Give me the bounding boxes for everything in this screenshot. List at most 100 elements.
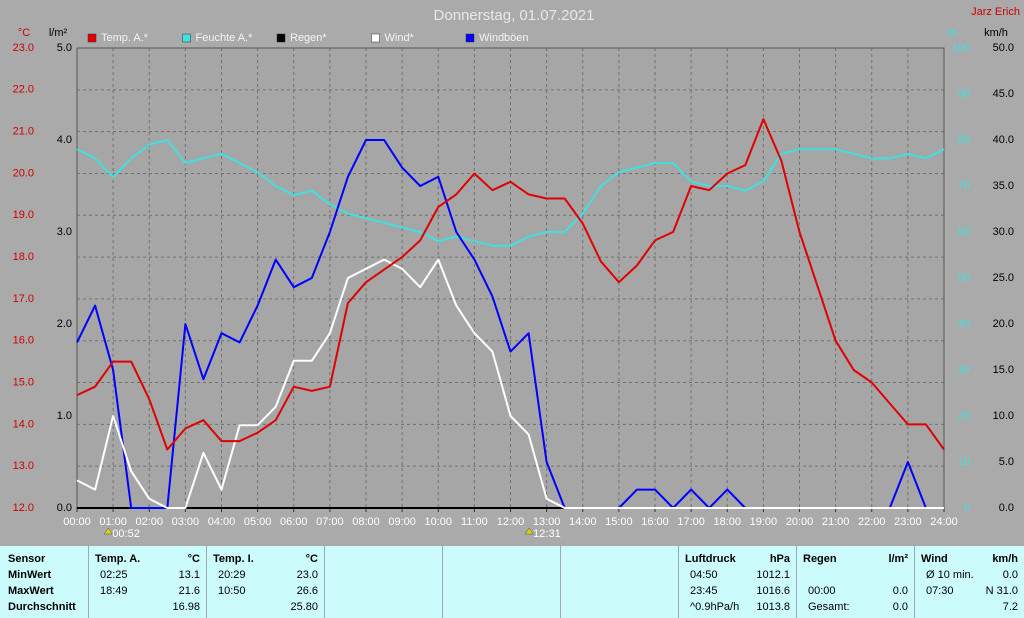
group-header: Luftdruck [685, 553, 736, 565]
author: Jarz Erich [971, 6, 1020, 18]
cell-value: 16.98 [172, 601, 200, 613]
x-tick-label: 03:00 [172, 516, 200, 528]
cell-value: 25.80 [290, 601, 318, 613]
y2-tick-label: 100 [952, 42, 970, 54]
cell-value: 26.6 [296, 585, 318, 597]
y-tick-label: 15.0 [13, 376, 34, 388]
cell-value: 23.0 [296, 569, 318, 581]
cell-time: ^0.9hPa/h [690, 601, 740, 613]
y4-tick-label: 50.0 [993, 42, 1014, 54]
legend-label: Temp. A.* [101, 32, 149, 44]
x-tick-label: 10:00 [424, 516, 452, 528]
y2-tick-label: 50 [958, 272, 970, 284]
cell-time: 20:29 [218, 569, 246, 581]
y4-tick-label: 0.0 [999, 502, 1014, 514]
y-tick-label: 17.0 [13, 293, 34, 305]
y4-tick-label: 40.0 [993, 134, 1014, 146]
legend-swatch [87, 33, 97, 43]
x-tick-label: 20:00 [786, 516, 814, 528]
y-tick-label: 22.0 [13, 84, 34, 96]
row-label: Durchschnitt [8, 601, 76, 613]
cell-value: N 31.0 [985, 585, 1018, 597]
separator [678, 546, 679, 618]
legend-label: Wind* [385, 32, 415, 44]
x-tick-label: 04:00 [208, 516, 236, 528]
cell-value: 7.2 [1002, 601, 1018, 613]
separator [560, 546, 561, 618]
series-line [76, 139, 945, 247]
y2-tick-label: 0 [964, 502, 970, 514]
x-tick-label: 24:00 [930, 516, 958, 528]
cell-value: 0.0 [892, 585, 908, 597]
x-tick-label: 21:00 [822, 516, 850, 528]
cell-time: 00:00 [808, 585, 836, 597]
x-tick-label: 22:00 [858, 516, 886, 528]
cell-time: 07:30 [926, 585, 954, 597]
legend-swatch [371, 33, 380, 43]
y2-tick-label: 20 [958, 410, 970, 422]
cell-time: 04:50 [690, 569, 718, 581]
series-line [76, 118, 945, 451]
y2-tick-label: 60 [958, 226, 970, 238]
sensor-header: Sensor [8, 553, 46, 565]
annotation: 12:31 [533, 528, 561, 540]
stats-table: Sensor MinWert MaxWert Durchschnitt Temp. A.… [0, 546, 1024, 618]
x-tick-label: 18:00 [713, 516, 741, 528]
x-tick-label: 00:00 [63, 516, 91, 528]
annotation-marker [103, 527, 113, 535]
y3-axis-unit: l/m² [49, 27, 68, 39]
group-unit: °C [305, 553, 318, 565]
y-tick-label: 13.0 [13, 460, 34, 472]
y3-tick-label: 3.0 [57, 226, 72, 238]
x-tick-label: 15:00 [605, 516, 633, 528]
y-tick-label: 12.0 [13, 502, 34, 514]
x-tick-label: 16:00 [641, 516, 669, 528]
x-tick-label: 23:00 [894, 516, 922, 528]
cell-time: 02:25 [100, 569, 128, 581]
y2-tick-label: 80 [958, 134, 970, 146]
x-tick-label: 14:00 [569, 516, 597, 528]
y2-tick-label: 10 [958, 456, 970, 468]
separator [88, 546, 89, 618]
legend-label: Windböen [479, 32, 529, 44]
y4-tick-label: 30.0 [993, 226, 1014, 238]
y3-tick-label: 2.0 [57, 318, 72, 330]
group-unit: l/m² [888, 553, 908, 565]
y4-tick-label: 10.0 [993, 410, 1014, 422]
chart-title: Donnerstag, 01.07.2021 [434, 7, 595, 24]
y-tick-label: 16.0 [13, 335, 34, 347]
cell-value: 21.6 [178, 585, 200, 597]
y3-tick-label: 1.0 [57, 410, 72, 422]
annotation: 00:52 [112, 528, 140, 540]
x-tick-label: 07:00 [316, 516, 344, 528]
group-header: Temp. A. [95, 553, 141, 565]
separator [914, 546, 915, 618]
row-label: MinWert [8, 569, 52, 581]
y-tick-label: 20.0 [13, 167, 34, 179]
legend-swatch [465, 33, 475, 43]
series-line [76, 258, 944, 509]
x-tick-label: 12:00 [497, 516, 525, 528]
cell-value: 1012.1 [756, 569, 790, 581]
x-tick-label: 19:00 [750, 516, 778, 528]
y4-axis-unit: km/h [984, 27, 1008, 39]
y4-tick-label: 25.0 [993, 272, 1014, 284]
separator [206, 546, 207, 618]
y2-tick-label: 40 [958, 318, 970, 330]
x-tick-label: 08:00 [352, 516, 380, 528]
group-header: Wind [921, 553, 948, 565]
cell-value: 0.0 [892, 601, 908, 613]
x-tick-label: 11:00 [461, 516, 488, 528]
y2-tick-label: 30 [958, 364, 970, 376]
cell-time: Gesamt: [808, 601, 850, 613]
x-tick-label: 06:00 [280, 516, 308, 528]
x-tick-label: 09:00 [388, 516, 416, 528]
group-header: Temp. I. [213, 553, 254, 565]
x-tick-label: 17:00 [677, 516, 705, 528]
y4-tick-label: 20.0 [993, 318, 1014, 330]
legend-label: Feuchte A.* [196, 32, 254, 44]
legend-label: Regen* [290, 32, 327, 44]
y4-tick-label: 15.0 [993, 364, 1014, 376]
y2-tick-label: 90 [958, 88, 970, 100]
